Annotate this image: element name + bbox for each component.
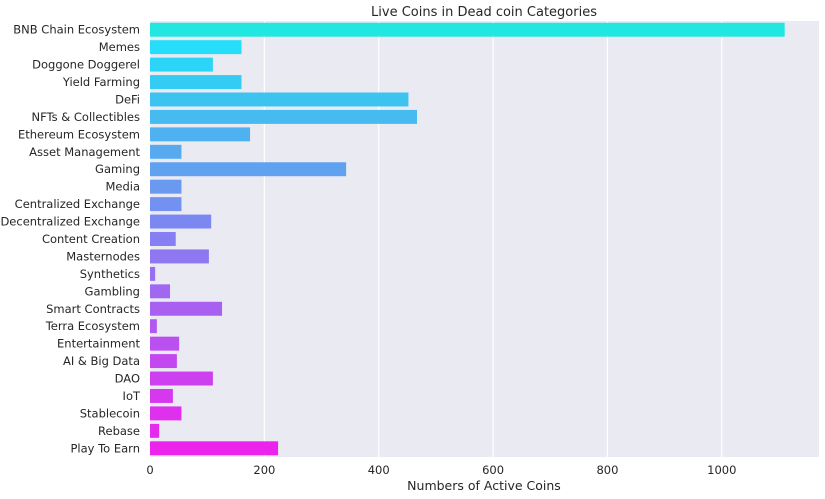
x-tick-label: 600 bbox=[482, 463, 504, 477]
y-tick-label: IoT bbox=[123, 389, 141, 403]
bar bbox=[150, 249, 209, 264]
x-tick-label: 0 bbox=[146, 463, 153, 477]
bar bbox=[150, 371, 213, 386]
bar bbox=[150, 109, 418, 124]
y-tick-label: Entertainment bbox=[57, 337, 140, 351]
y-tick-label: DAO bbox=[115, 372, 140, 386]
y-tick-label: Gaming bbox=[95, 162, 140, 176]
bar bbox=[150, 162, 347, 177]
y-tick-label: DeFi bbox=[115, 92, 140, 106]
y-tick-label: Synthetics bbox=[80, 267, 140, 281]
bar bbox=[150, 354, 177, 369]
bar bbox=[150, 336, 180, 351]
bar bbox=[150, 301, 223, 316]
x-axis-label: Numbers of Active Coins bbox=[407, 478, 561, 493]
y-tick-label: AI & Big Data bbox=[63, 354, 140, 368]
y-tick-label: Yield Farming bbox=[62, 75, 140, 89]
bar bbox=[150, 232, 176, 246]
y-tick-label: Smart Contracts bbox=[46, 302, 140, 316]
bars bbox=[150, 22, 785, 456]
x-tick-label: 1000 bbox=[707, 463, 736, 477]
y-tick-label: NFTs & Collectibles bbox=[31, 110, 140, 124]
x-tick-label: 200 bbox=[253, 463, 275, 477]
x-tick-labels: 0 200 400 600 800 1000 bbox=[146, 463, 736, 477]
y-tick-label: Memes bbox=[99, 40, 140, 54]
bar bbox=[150, 92, 409, 107]
x-tick-label: 800 bbox=[596, 463, 618, 477]
bar bbox=[150, 441, 279, 456]
y-tick-label: Doggone Doggerel bbox=[32, 58, 140, 72]
bar bbox=[150, 284, 171, 299]
bar bbox=[150, 75, 242, 90]
bar bbox=[150, 179, 182, 194]
bar bbox=[150, 197, 182, 212]
y-tick-label: Play To Earn bbox=[70, 441, 140, 455]
bar bbox=[150, 406, 182, 421]
bar bbox=[150, 214, 212, 229]
y-tick-label: Terra Ecosystem bbox=[45, 319, 140, 333]
y-tick-label: Gambling bbox=[85, 284, 140, 298]
y-tick-label: BNB Chain Ecosystem bbox=[13, 23, 140, 37]
y-tick-label: Centralized Exchange bbox=[15, 197, 140, 211]
bar bbox=[150, 127, 251, 142]
y-tick-label: Masternodes bbox=[66, 249, 140, 263]
bar bbox=[150, 22, 785, 37]
chart-title: Live Coins in Dead coin Categories bbox=[371, 5, 597, 20]
x-tick-label: 400 bbox=[368, 463, 390, 477]
y-tick-labels: BNB Chain Ecosystem Memes Doggone Doggerel… bbox=[0, 23, 141, 456]
y-tick-label: Media bbox=[105, 180, 140, 194]
bar bbox=[150, 423, 160, 438]
y-tick-label: Asset Management bbox=[29, 145, 140, 159]
y-tick-label: Content Creation bbox=[42, 232, 140, 246]
y-tick-label: Stablecoin bbox=[80, 406, 140, 420]
bar bbox=[150, 266, 156, 281]
bar bbox=[150, 57, 213, 72]
y-tick-label: Decentralized Exchange bbox=[0, 215, 140, 229]
y-tick-label: Rebase bbox=[98, 424, 140, 438]
bar bbox=[150, 144, 182, 159]
bar bbox=[150, 319, 157, 334]
bar bbox=[150, 388, 173, 403]
y-tick-label: Ethereum Ecosystem bbox=[18, 127, 140, 141]
plot-background bbox=[150, 21, 819, 457]
bar bbox=[150, 40, 242, 55]
